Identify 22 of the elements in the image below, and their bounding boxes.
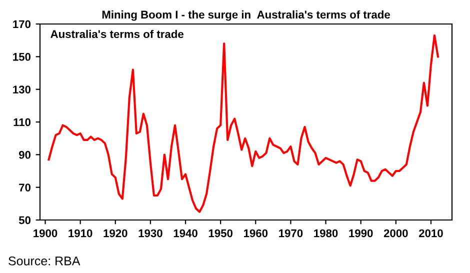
x-tick-label: 1990 (349, 229, 373, 238)
y-tick-label: 150 (13, 52, 31, 61)
x-tick-label: 1900 (34, 229, 58, 238)
y-tick-label: 70 (19, 184, 31, 192)
y-tick-label: 170 (13, 20, 31, 28)
annotation: Australia's terms of trade (50, 30, 184, 38)
x-tick-label: 1960 (244, 229, 268, 238)
y-tick-label: 90 (19, 150, 31, 159)
chart-title: Mining Boom I - the surge in Australia's terms of trade (102, 10, 390, 21)
x-tick-label: 2010 (418, 229, 443, 238)
y-tick-label: 130 (13, 86, 31, 94)
x-tick-label: 1930 (138, 229, 162, 238)
x-tick-label: 1970 (279, 229, 303, 238)
x-tick-label: 1910 (68, 229, 92, 238)
x-tick-label: 1980 (314, 229, 338, 238)
x-tick-label: 1940 (174, 229, 198, 238)
y-tick-label: 50 (18, 216, 31, 224)
y-tick-label: 110 (14, 118, 31, 126)
source-note: Source: RBA (8, 256, 80, 266)
x-tick-label: 2000 (384, 229, 408, 238)
x-tick-label: 1950 (208, 229, 232, 238)
x-tick-label: 1920 (104, 229, 128, 238)
